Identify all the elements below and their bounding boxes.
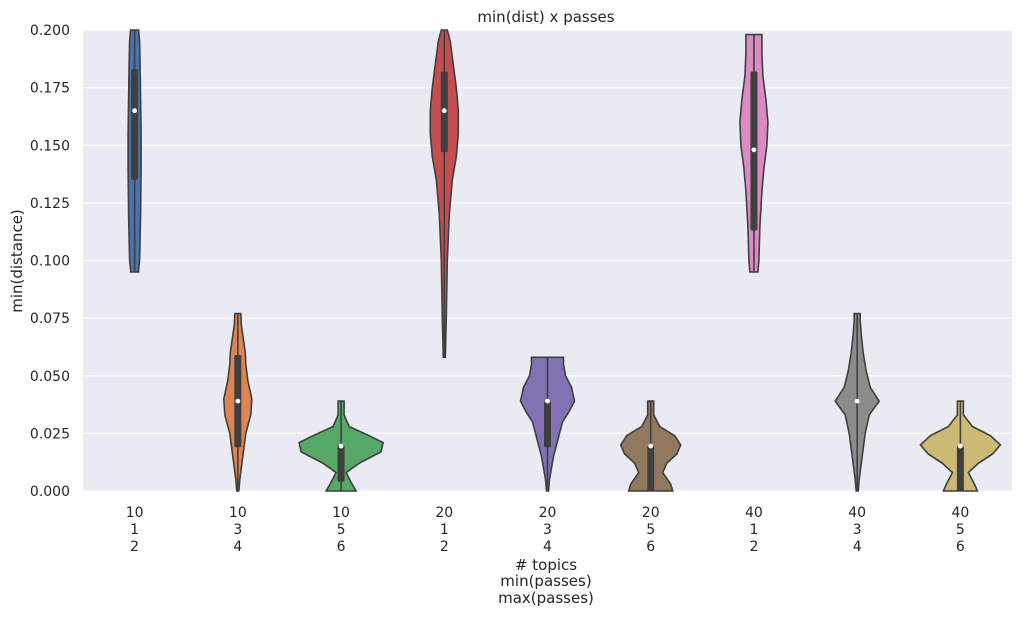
x-tick-label: 2 [130, 539, 139, 555]
iqr-box [544, 401, 551, 448]
x-tick-label: 20 [539, 505, 557, 521]
violin [429, 29, 460, 359]
x-tick-label: 1 [440, 522, 449, 538]
y-axis-title: min(distance) [8, 209, 26, 313]
x-tick-label: 2 [749, 539, 758, 555]
x-axis-title-line-1: # topics [515, 556, 577, 574]
iqr-box [131, 69, 139, 180]
x-tick-label: 4 [543, 539, 552, 555]
median-marker [751, 147, 757, 153]
y-tick-label: 0.100 [30, 254, 70, 270]
x-tick-label: 5 [646, 522, 655, 538]
x-tick-label: 10 [126, 505, 144, 521]
x-tick-label: 6 [337, 539, 346, 555]
x-tick-label: 4 [853, 539, 862, 555]
violin [619, 400, 682, 492]
y-tick-label: 0.150 [30, 138, 70, 154]
y-tick-label: 0.200 [30, 23, 70, 39]
iqr-box [647, 446, 655, 491]
x-tick-label: 20 [642, 505, 660, 521]
x-tick-label: 40 [951, 505, 969, 521]
median-marker [235, 398, 241, 404]
y-tick-labels: 0.000 0.025 0.050 0.075 0.100 0.125 0.150 0.175… [30, 23, 70, 500]
x-tick-label: 10 [229, 505, 247, 521]
violin [834, 312, 881, 492]
violin [739, 33, 769, 273]
violin [919, 400, 1002, 492]
y-tick-label: 0.075 [30, 311, 70, 327]
median-marker [854, 398, 860, 404]
x-tick-label: 5 [337, 522, 346, 538]
x-tick-label: 3 [853, 522, 862, 538]
x-axis-title-line-2: min(passes) [500, 572, 591, 590]
x-tick-label: 40 [745, 505, 763, 521]
x-tick-label: 2 [440, 539, 449, 555]
y-tick-label: 0.175 [30, 81, 70, 97]
violin [519, 356, 576, 492]
y-tick-label: 0.125 [30, 196, 70, 212]
iqr-box [956, 446, 964, 491]
violin [127, 29, 142, 273]
x-tick-label: 3 [543, 522, 552, 538]
median-marker [441, 108, 447, 114]
y-tick-label: 0.050 [30, 369, 70, 385]
violin [222, 312, 253, 492]
x-tick-label: 6 [646, 539, 655, 555]
x-axis-title-line-3: max(passes) [498, 589, 594, 607]
median-marker [545, 398, 550, 404]
x-tick-label: 6 [956, 539, 965, 555]
x-tick-label: 1 [749, 522, 758, 538]
median-marker [648, 443, 654, 449]
median-marker [132, 108, 138, 114]
iqr-box [337, 444, 345, 482]
violin [298, 400, 385, 492]
median-marker [957, 443, 963, 449]
y-tick-label: 0.000 [30, 484, 70, 500]
violins [127, 29, 1002, 492]
x-tick-label: 4 [233, 539, 242, 555]
x-tick-label: 20 [435, 505, 453, 521]
x-tick-label: 3 [233, 522, 242, 538]
median-marker [338, 443, 344, 449]
x-tick-label: 5 [956, 522, 965, 538]
x-tick-label: 1 [130, 522, 139, 538]
chart-title: min(dist) x passes [477, 8, 614, 26]
x-tick-label: 40 [848, 505, 866, 521]
y-tick-label: 0.025 [30, 426, 70, 442]
x-tick-label: 10 [332, 505, 350, 521]
